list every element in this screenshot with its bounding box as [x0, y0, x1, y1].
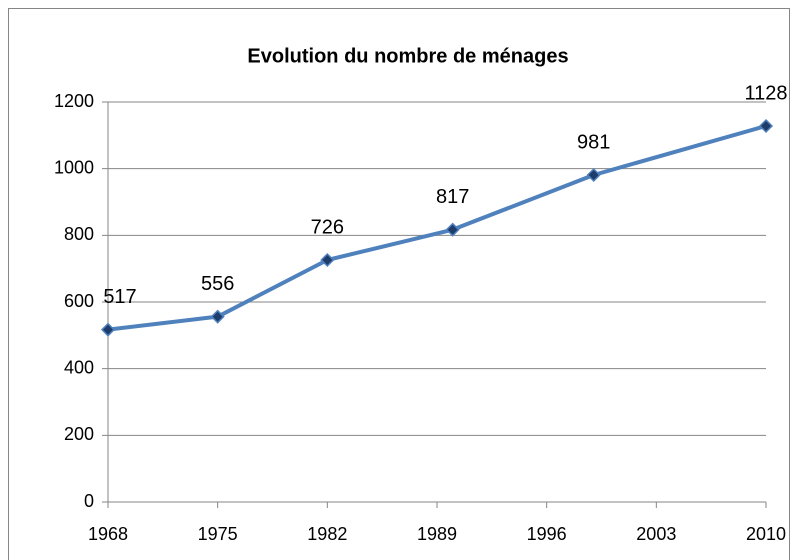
data-label: 817	[436, 186, 469, 208]
data-point	[586, 167, 601, 183]
data-label: 517	[103, 286, 136, 308]
x-tick-label: 1968	[88, 524, 128, 544]
chart-border	[8, 8, 790, 560]
y-tick-label: 400	[64, 357, 94, 377]
chart-title: Evolution du nombre de ménages	[247, 45, 568, 67]
y-tick-label: 600	[64, 291, 94, 311]
data-point	[210, 309, 225, 324]
x-tick-label: 1982	[307, 524, 347, 544]
y-tick-label: 800	[64, 224, 94, 244]
y-tick-label: 200	[64, 424, 94, 444]
x-tick-label: 1975	[198, 524, 238, 544]
data-label: 1128	[744, 82, 787, 104]
x-tick-label: 2003	[636, 524, 676, 544]
data-label: 981	[577, 131, 610, 153]
data-point	[445, 222, 460, 237]
series-line	[107, 124, 767, 332]
y-tick-label: 1200	[54, 91, 94, 111]
data-point	[100, 322, 116, 337]
y-tick-label: 0	[84, 491, 94, 511]
data-label: 726	[311, 216, 344, 238]
data-label: 556	[201, 273, 234, 295]
data-point	[320, 252, 335, 268]
x-tick-label: 1996	[527, 524, 567, 544]
x-tick-label: 2010	[746, 524, 786, 544]
data-point	[758, 118, 774, 134]
x-tick-label: 1989	[417, 524, 457, 544]
y-tick-label: 1000	[54, 157, 94, 177]
